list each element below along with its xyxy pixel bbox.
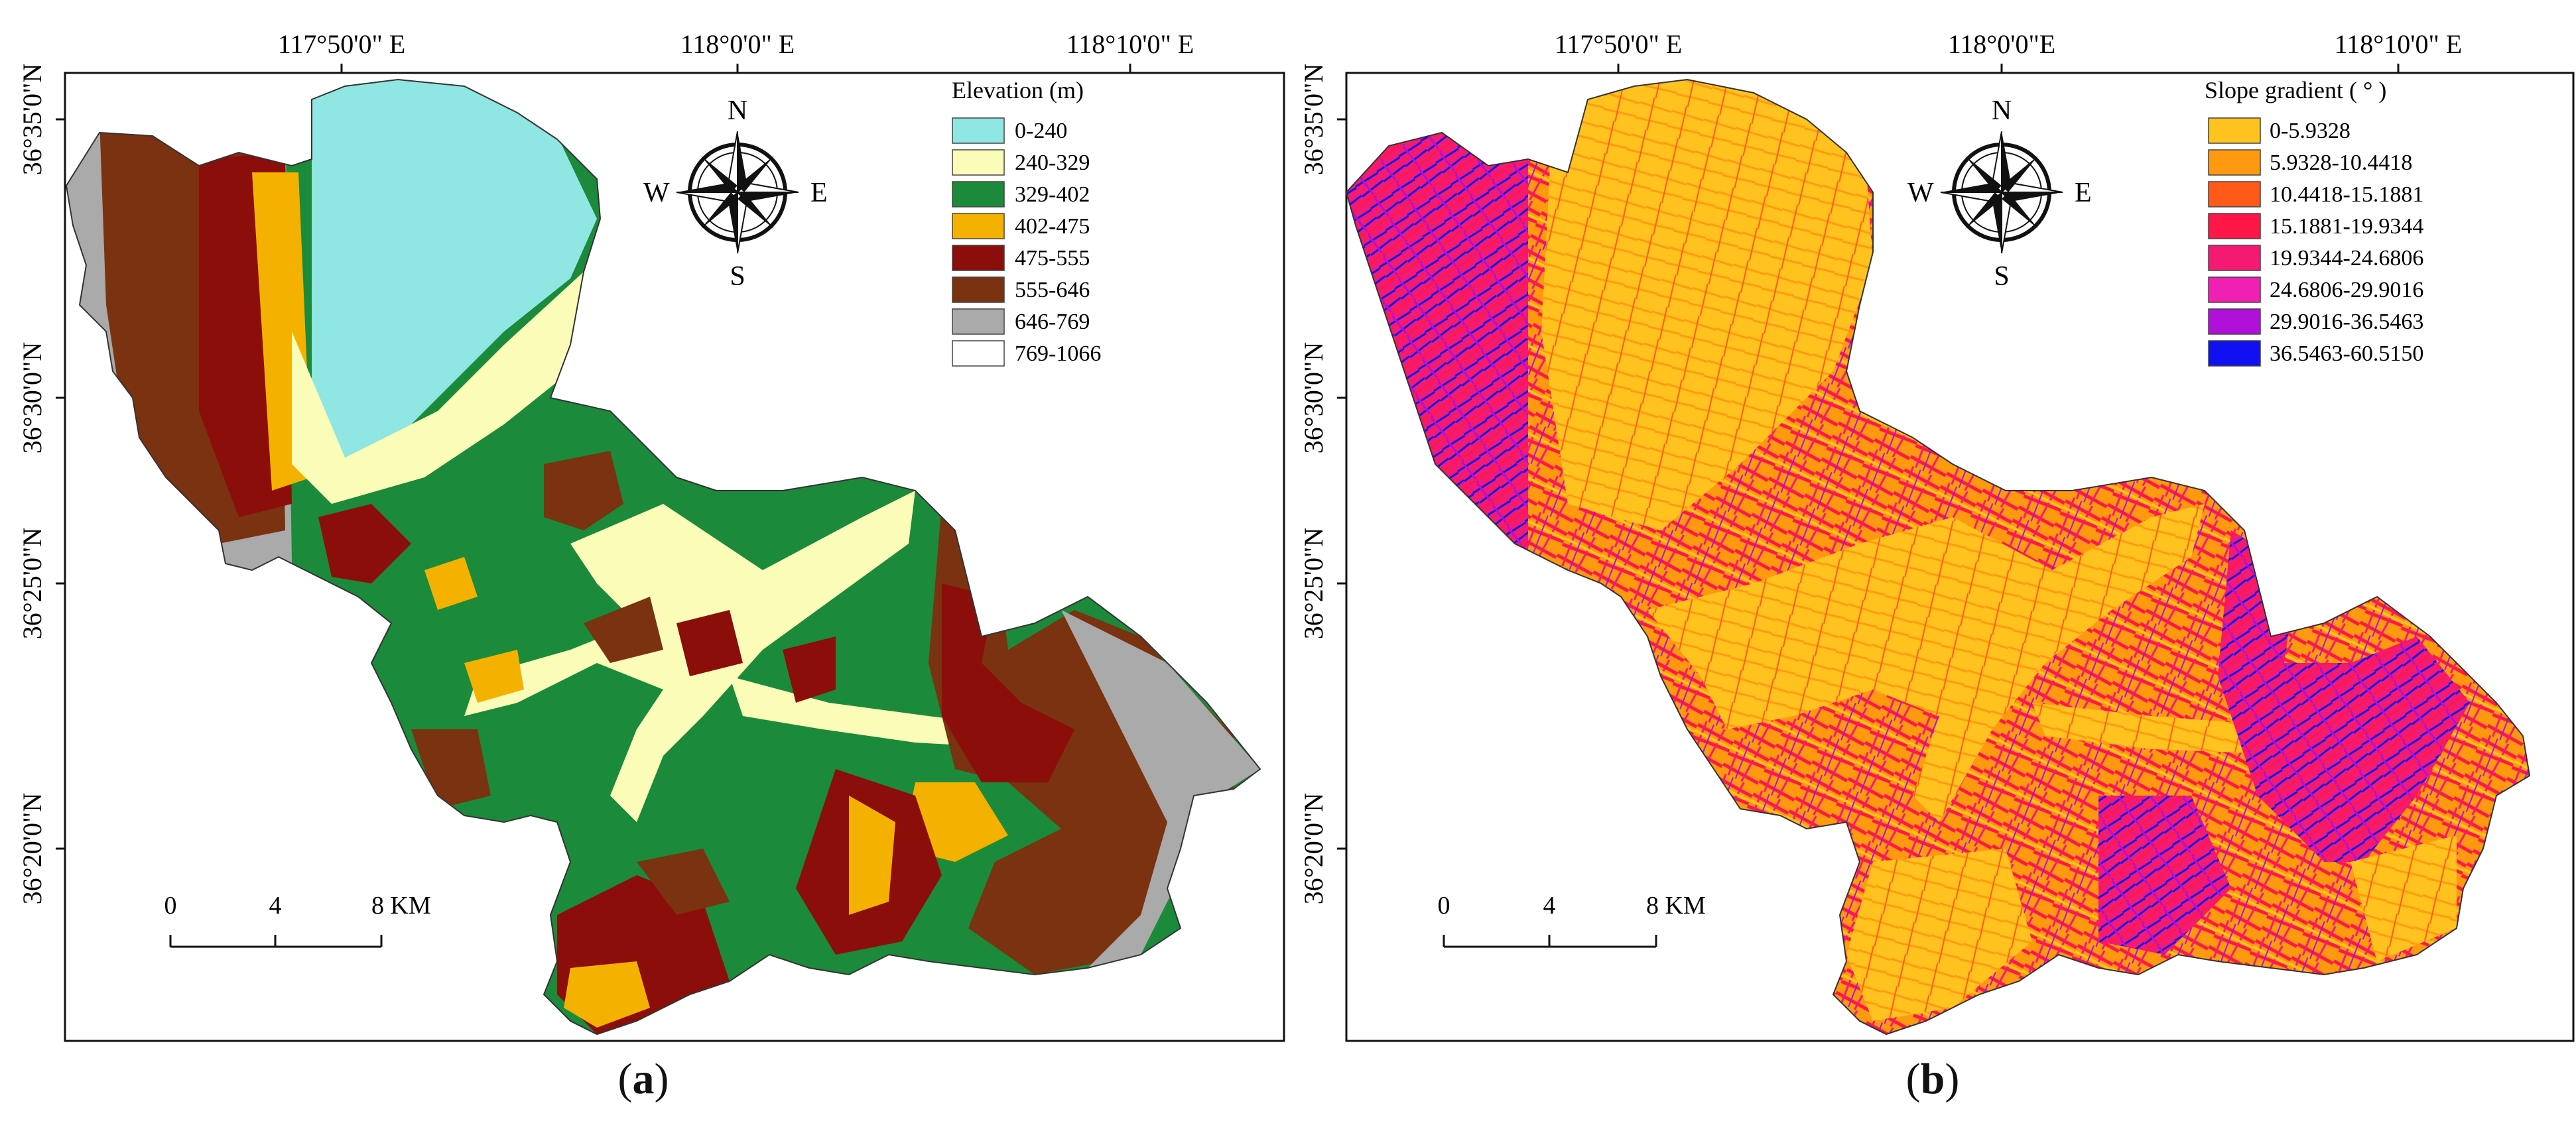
legend-swatch bbox=[952, 308, 1005, 335]
legend-label: 555-646 bbox=[1015, 278, 1090, 302]
panel-caption: (a) bbox=[617, 1055, 669, 1103]
legend-label: 475-555 bbox=[1015, 246, 1090, 271]
legend-label: 15.1881-19.9344 bbox=[2270, 214, 2423, 239]
top-tick-label: 118°10'0" E bbox=[2335, 29, 2462, 59]
legend-label: 240-329 bbox=[1015, 150, 1090, 175]
left-tick-label: 36°20'0"N bbox=[17, 793, 47, 904]
left-tick-label: 36°25'0"N bbox=[1299, 528, 1328, 639]
compass-north-label: N bbox=[728, 95, 747, 126]
compass-south-label: S bbox=[1994, 261, 2009, 292]
top-tick-label: 117°50'0" E bbox=[278, 29, 405, 59]
legend-label: 10.4418-15.1881 bbox=[2270, 182, 2423, 207]
legend-swatch bbox=[952, 181, 1005, 208]
scale-label: 0 bbox=[164, 892, 177, 920]
scale-bar: 0 4 8 KM bbox=[1438, 892, 1706, 948]
legend-swatch bbox=[2208, 117, 2261, 144]
panel-caption: (b) bbox=[1905, 1055, 1960, 1103]
scale-label: 4 bbox=[1543, 892, 1556, 920]
elevation-legend: Elevation (m) 0-240 240-329 329-402 402-475… bbox=[952, 77, 1101, 367]
compass-east-label: E bbox=[810, 178, 828, 208]
legend-swatch bbox=[952, 149, 1005, 176]
legend-title: Elevation (m) bbox=[952, 77, 1084, 103]
legend-label: 402-475 bbox=[1015, 214, 1090, 239]
slope-map-figure: 117°50'0" E 118°0'0"E 118°10'0" E 36°35'… bbox=[1299, 29, 2575, 1042]
scale-label: 4 bbox=[269, 892, 282, 920]
legend-label: 29.9016-36.5463 bbox=[2270, 310, 2423, 334]
legend-swatch bbox=[952, 276, 1005, 303]
legend-swatch bbox=[952, 245, 1005, 271]
left-tick-label: 36°35'0"N bbox=[17, 64, 47, 175]
panel-a-elevation-map: 117°50'0" E 118°0'0" E 118°10'0" E 36°35… bbox=[0, 0, 1287, 1143]
legend-swatch bbox=[2208, 213, 2261, 239]
legend-swatch bbox=[952, 213, 1005, 239]
compass-south-label: S bbox=[730, 261, 745, 292]
compass-east-label: E bbox=[2075, 178, 2092, 208]
legend-swatch bbox=[952, 340, 1005, 367]
left-tick-label: 36°30'0"N bbox=[1299, 342, 1328, 453]
left-tick-label: 36°35'0"N bbox=[1299, 64, 1328, 175]
legend-swatch bbox=[2208, 181, 2261, 208]
panel-b-slope-map: 117°50'0" E 118°0'0"E 118°10'0" E 36°35'… bbox=[1289, 0, 2576, 1143]
legend-swatch bbox=[2208, 149, 2261, 176]
top-tick-label: 118°0'0"E bbox=[1948, 29, 2055, 59]
scale-label: 8 KM bbox=[1646, 892, 1706, 920]
legend-label: 24.6806-29.9016 bbox=[2270, 278, 2423, 302]
compass-north-label: N bbox=[1992, 95, 2012, 126]
legend-label: 0-240 bbox=[1015, 119, 1067, 143]
compass-west-label: W bbox=[643, 178, 670, 208]
legend-label: 36.5463-60.5150 bbox=[2270, 341, 2423, 366]
legend-swatch bbox=[2208, 245, 2261, 271]
legend-swatch bbox=[2208, 308, 2261, 335]
legend-label: 19.9344-24.6806 bbox=[2270, 246, 2423, 271]
legend-swatch bbox=[2208, 276, 2261, 303]
scale-label: 0 bbox=[1438, 892, 1450, 920]
scale-label: 8 KM bbox=[371, 892, 431, 920]
legend-label: 769-1066 bbox=[1015, 341, 1101, 366]
slope-legend: Slope gradient ( ° ) 0-5.9328 5.9328-10.4… bbox=[2205, 77, 2423, 367]
legend-label: 329-402 bbox=[1015, 182, 1090, 207]
left-tick-label: 36°30'0"N bbox=[17, 342, 47, 453]
compass-rose: N S E W bbox=[643, 95, 828, 292]
elevation-map-figure: 117°50'0" E 118°0'0" E 118°10'0" E 36°35… bbox=[17, 29, 1285, 1042]
legend-label: 5.9328-10.4418 bbox=[2270, 150, 2412, 175]
top-tick-label: 118°10'0" E bbox=[1066, 29, 1194, 59]
legend-label: 0-5.9328 bbox=[2270, 119, 2351, 143]
left-tick-label: 36°25'0"N bbox=[17, 528, 47, 639]
compass-west-label: W bbox=[1907, 178, 1934, 208]
legend-swatch bbox=[952, 117, 1005, 144]
legend-swatch bbox=[2208, 340, 2261, 367]
legend-title: Slope gradient ( ° ) bbox=[2205, 77, 2386, 103]
top-tick-label: 118°0'0" E bbox=[680, 29, 795, 59]
left-tick-label: 36°20'0"N bbox=[1299, 793, 1328, 904]
compass-rose: N S E W bbox=[1907, 95, 2092, 292]
scale-bar: 0 4 8 KM bbox=[164, 892, 431, 948]
top-tick-label: 117°50'0" E bbox=[1555, 29, 1682, 59]
legend-label: 646-769 bbox=[1015, 310, 1090, 334]
